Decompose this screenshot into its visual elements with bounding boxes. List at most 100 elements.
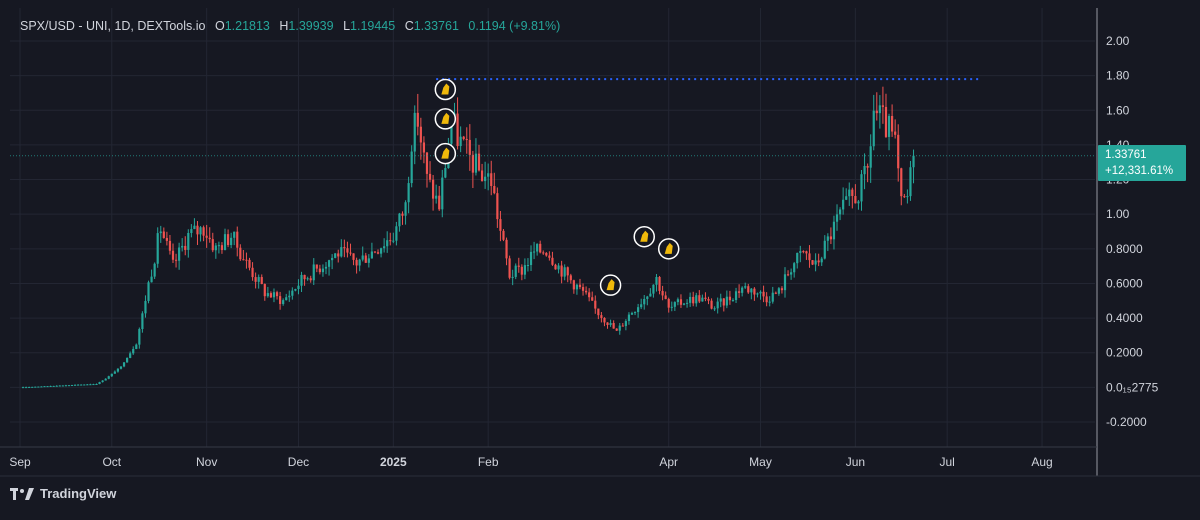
candle-body (848, 189, 851, 197)
candle-body (202, 227, 205, 236)
candle-body (649, 293, 652, 297)
candle-body (419, 126, 422, 143)
candle-body (416, 112, 419, 127)
candle-body (46, 386, 49, 388)
candle-body (508, 258, 511, 278)
candle-body (835, 214, 839, 222)
candle-body (168, 240, 172, 251)
candle-body (594, 300, 597, 309)
y-tick-label: -0.2000 (1106, 415, 1147, 429)
candle-body (695, 295, 698, 304)
x-tick-label: Feb (478, 455, 499, 469)
candle-body (309, 278, 312, 281)
candle-body (484, 176, 487, 182)
candle-body (884, 106, 888, 137)
candle-body (578, 284, 582, 288)
candle-body (257, 277, 260, 282)
candle-body (184, 245, 187, 250)
symbol-label: SPX/USD - UNI, 1D, DEXTools.io (20, 19, 206, 33)
candle-body (226, 234, 230, 246)
candle-body (28, 386, 31, 388)
candle-body (116, 368, 120, 372)
candle-body (129, 353, 132, 358)
candle-body (441, 177, 444, 210)
candle-body (514, 265, 517, 277)
tradingview-branding[interactable]: TradingView (10, 486, 116, 501)
candle-body (260, 277, 263, 285)
candle-body (502, 230, 505, 240)
candle-body (897, 134, 900, 169)
candle-body (147, 282, 150, 301)
current-price-tag: 1.33761 +12,331.61% (1098, 145, 1186, 181)
candle-body (526, 264, 530, 266)
candle-body (187, 232, 190, 250)
candle-body (661, 290, 664, 296)
candle-body (220, 245, 224, 251)
candle-body (77, 384, 80, 386)
candle-body (762, 291, 765, 297)
candle-body (716, 301, 719, 309)
candle-body (107, 376, 110, 379)
candle-body (73, 384, 77, 386)
candle-body (591, 297, 594, 301)
candle-body (334, 253, 337, 258)
candle-body (459, 136, 462, 147)
candle-body (480, 170, 484, 182)
candle-body (288, 295, 291, 298)
x-tick-label: Aug (1031, 455, 1052, 469)
candle-body (722, 298, 725, 306)
x-tick-label: Nov (196, 455, 217, 469)
candle-body (719, 298, 722, 302)
candle-body (70, 384, 74, 386)
candle-body (857, 201, 860, 204)
candle-body (272, 292, 276, 298)
candle-body (211, 239, 214, 251)
candle-body (588, 292, 591, 298)
candle-body (49, 386, 52, 388)
candle-body (875, 110, 878, 114)
candle-body (780, 288, 784, 291)
candle-body (171, 250, 175, 260)
event-marker-glyph (441, 83, 450, 95)
candle-body (554, 264, 557, 270)
candle-body (251, 267, 254, 278)
candle-body (174, 259, 178, 261)
candle-body (367, 258, 370, 263)
candle-body (652, 284, 655, 294)
candle-body (496, 193, 499, 220)
candle-body (266, 293, 269, 297)
candle-body (689, 296, 692, 303)
candle-body (728, 296, 732, 301)
candle-body (110, 373, 113, 377)
candle-body (55, 385, 58, 387)
candle-body (805, 251, 808, 254)
candle-body (581, 287, 585, 291)
candle-body (866, 165, 869, 168)
low-value: 1.19445 (350, 19, 396, 33)
candle-body (842, 199, 845, 210)
candle-body (906, 196, 909, 198)
candle-body (734, 291, 738, 301)
candle-body (753, 288, 756, 295)
candle-body (376, 252, 380, 254)
candle-body (545, 252, 548, 256)
candle-body (95, 383, 98, 385)
candle-body (621, 325, 624, 327)
event-marker-glyph (664, 242, 673, 254)
x-tick-label: Apr (659, 455, 678, 469)
candle-body (548, 255, 551, 258)
candle-body (61, 385, 64, 387)
y-tick-label: 1.80 (1106, 69, 1130, 83)
candle-body (263, 284, 266, 297)
candle-body (863, 165, 866, 175)
candle-body (294, 289, 297, 291)
chart-legend-header: SPX/USD - UNI, 1D, DEXTools.io O1.21813 … (20, 19, 560, 33)
candle-body (670, 306, 673, 308)
candle-body (477, 153, 481, 171)
candle-body (236, 231, 239, 248)
candle-body (894, 131, 897, 135)
candle-body (98, 382, 101, 384)
candle-body (337, 253, 340, 257)
